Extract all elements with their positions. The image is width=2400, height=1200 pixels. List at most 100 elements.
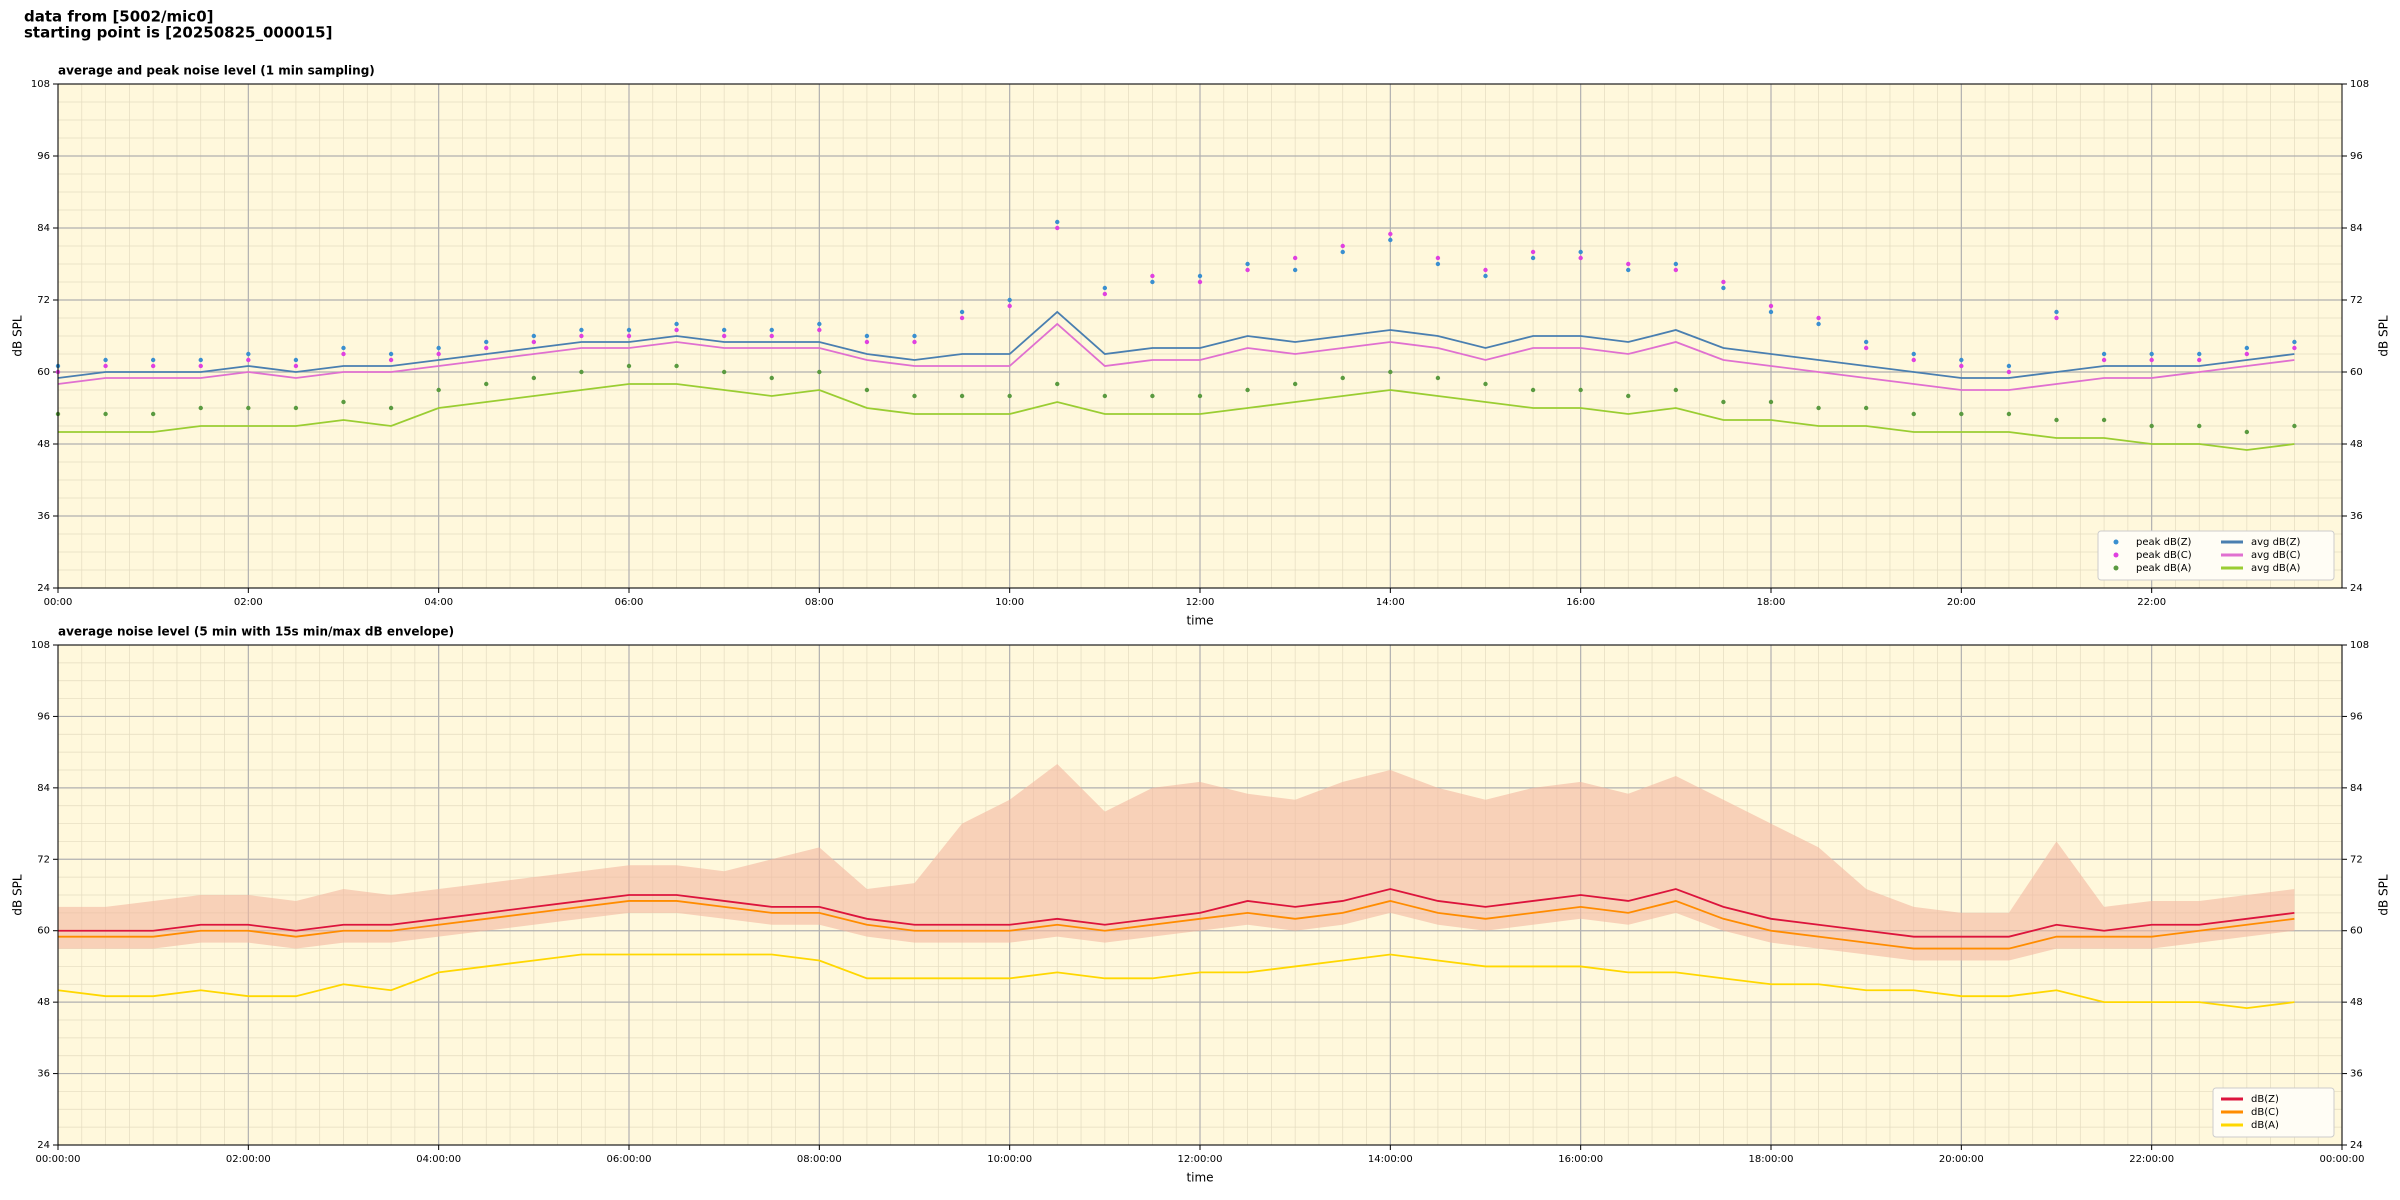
chart-title: average noise level (5 min with 15s min/… (58, 625, 454, 639)
peak-point (1863, 339, 1869, 345)
y-tick-label: 36 (2350, 511, 2363, 522)
peak-point (531, 375, 537, 381)
legend-label: avg dB(A) (2251, 563, 2301, 574)
peak-point (1530, 255, 1536, 261)
peak-point (959, 315, 965, 321)
peak-point (2006, 369, 2012, 375)
peak-point (1721, 279, 1726, 285)
peak-point (1245, 261, 1250, 267)
peak-point (1292, 267, 1298, 273)
y-tick-label: 24 (2350, 1140, 2363, 1151)
peak-point (1768, 309, 1774, 315)
peak-point (1768, 399, 1774, 405)
x-tick-label: 10:00 (995, 597, 1024, 608)
peak-point (1626, 267, 1631, 273)
legend-label: peak dB(A) (2136, 563, 2192, 574)
peak-point (1626, 261, 1631, 267)
y-tick-label: 48 (37, 997, 50, 1008)
y-tick-label: 60 (37, 367, 50, 378)
header-line: starting point is [20250825_000015] (24, 24, 332, 42)
y-tick-label: 108 (2350, 79, 2369, 90)
peak-point (1911, 357, 1916, 363)
peak-point (1435, 261, 1441, 267)
header-line: data from [5002/mic0] (24, 8, 214, 26)
x-tick-label: 02:00:00 (226, 1154, 271, 1165)
peak-point (1435, 255, 1441, 261)
peak-point (1245, 267, 1250, 273)
legend-label: dB(A) (2251, 1120, 2279, 1131)
peak-point (1292, 255, 1298, 261)
x-tick-label: 12:00 (1186, 597, 1215, 608)
peak-point (769, 333, 774, 339)
y-tick-label: 108 (31, 640, 50, 651)
peak-point (1055, 225, 1060, 231)
peak-point (1007, 297, 1012, 303)
peak-point (626, 333, 632, 339)
y-tick-label: 96 (2350, 711, 2363, 722)
peak-point (1959, 357, 1964, 363)
peak-point (626, 327, 632, 333)
peak-point (579, 327, 584, 333)
y-tick-label: 72 (2350, 295, 2363, 306)
peak-point (2054, 417, 2059, 423)
peak-point (959, 393, 965, 399)
legend-label: dB(Z) (2251, 1094, 2279, 1105)
y-tick-label: 60 (2350, 367, 2363, 378)
peak-point (1959, 363, 1964, 369)
peak-point (103, 357, 108, 363)
peak-point (2054, 315, 2059, 321)
legend-label: dB(C) (2251, 1107, 2279, 1118)
peak-point (1673, 261, 1679, 267)
peak-point (484, 345, 489, 351)
peak-point (2197, 357, 2202, 363)
y-tick-label: 24 (37, 583, 50, 594)
peak-point (388, 357, 394, 363)
peak-point (1530, 249, 1536, 255)
peak-point (1102, 393, 1108, 399)
peak-point (579, 369, 584, 375)
peak-point (817, 369, 822, 375)
y-tick-label: 84 (37, 223, 50, 234)
peak-point (388, 351, 394, 357)
y-tick-label: 72 (2350, 854, 2363, 865)
peak-point (293, 357, 299, 363)
peak-point (1721, 399, 1726, 405)
x-tick-label: 20:00 (1947, 597, 1976, 608)
peak-point (1388, 237, 1393, 243)
series-line (58, 383, 2295, 451)
x-tick-label: 14:00 (1376, 597, 1405, 608)
y-axis-label: dB SPL (2377, 874, 2391, 916)
peak-point (531, 333, 537, 339)
x-tick-label: 02:00 (234, 597, 263, 608)
y-tick-label: 84 (2350, 223, 2363, 234)
y-tick-label: 96 (2350, 151, 2363, 162)
peak-point (1911, 411, 1916, 417)
x-tick-label: 20:00:00 (1939, 1154, 1984, 1165)
legend-marker (2113, 539, 2119, 545)
legend-marker (2113, 552, 2119, 558)
y-tick-label: 108 (2350, 640, 2369, 651)
y-axis-label: dB SPL (11, 874, 25, 916)
peak-point (1150, 393, 1155, 399)
peak-point (1959, 411, 1964, 417)
y-tick-label: 36 (37, 511, 50, 522)
peak-point (721, 369, 727, 375)
peak-point (1911, 351, 1916, 357)
x-tick-label: 18:00:00 (1749, 1154, 1794, 1165)
peak-point (626, 363, 632, 369)
peak-point (1340, 249, 1345, 255)
y-tick-label: 96 (37, 711, 50, 722)
chart-title: average and peak noise level (1 min samp… (58, 64, 375, 78)
peak-point (1102, 285, 1108, 291)
x-tick-label: 06:00 (615, 597, 644, 608)
peak-point (1340, 243, 1345, 249)
y-tick-label: 48 (2350, 439, 2363, 450)
peak-point (1055, 219, 1060, 225)
x-tick-label: 16:00:00 (1558, 1154, 1603, 1165)
peak-point (817, 327, 822, 333)
peak-point (2292, 423, 2297, 429)
legend-label: avg dB(Z) (2251, 537, 2301, 548)
peak-point (1388, 369, 1393, 375)
peak-point (769, 375, 774, 381)
peak-point (246, 405, 251, 411)
